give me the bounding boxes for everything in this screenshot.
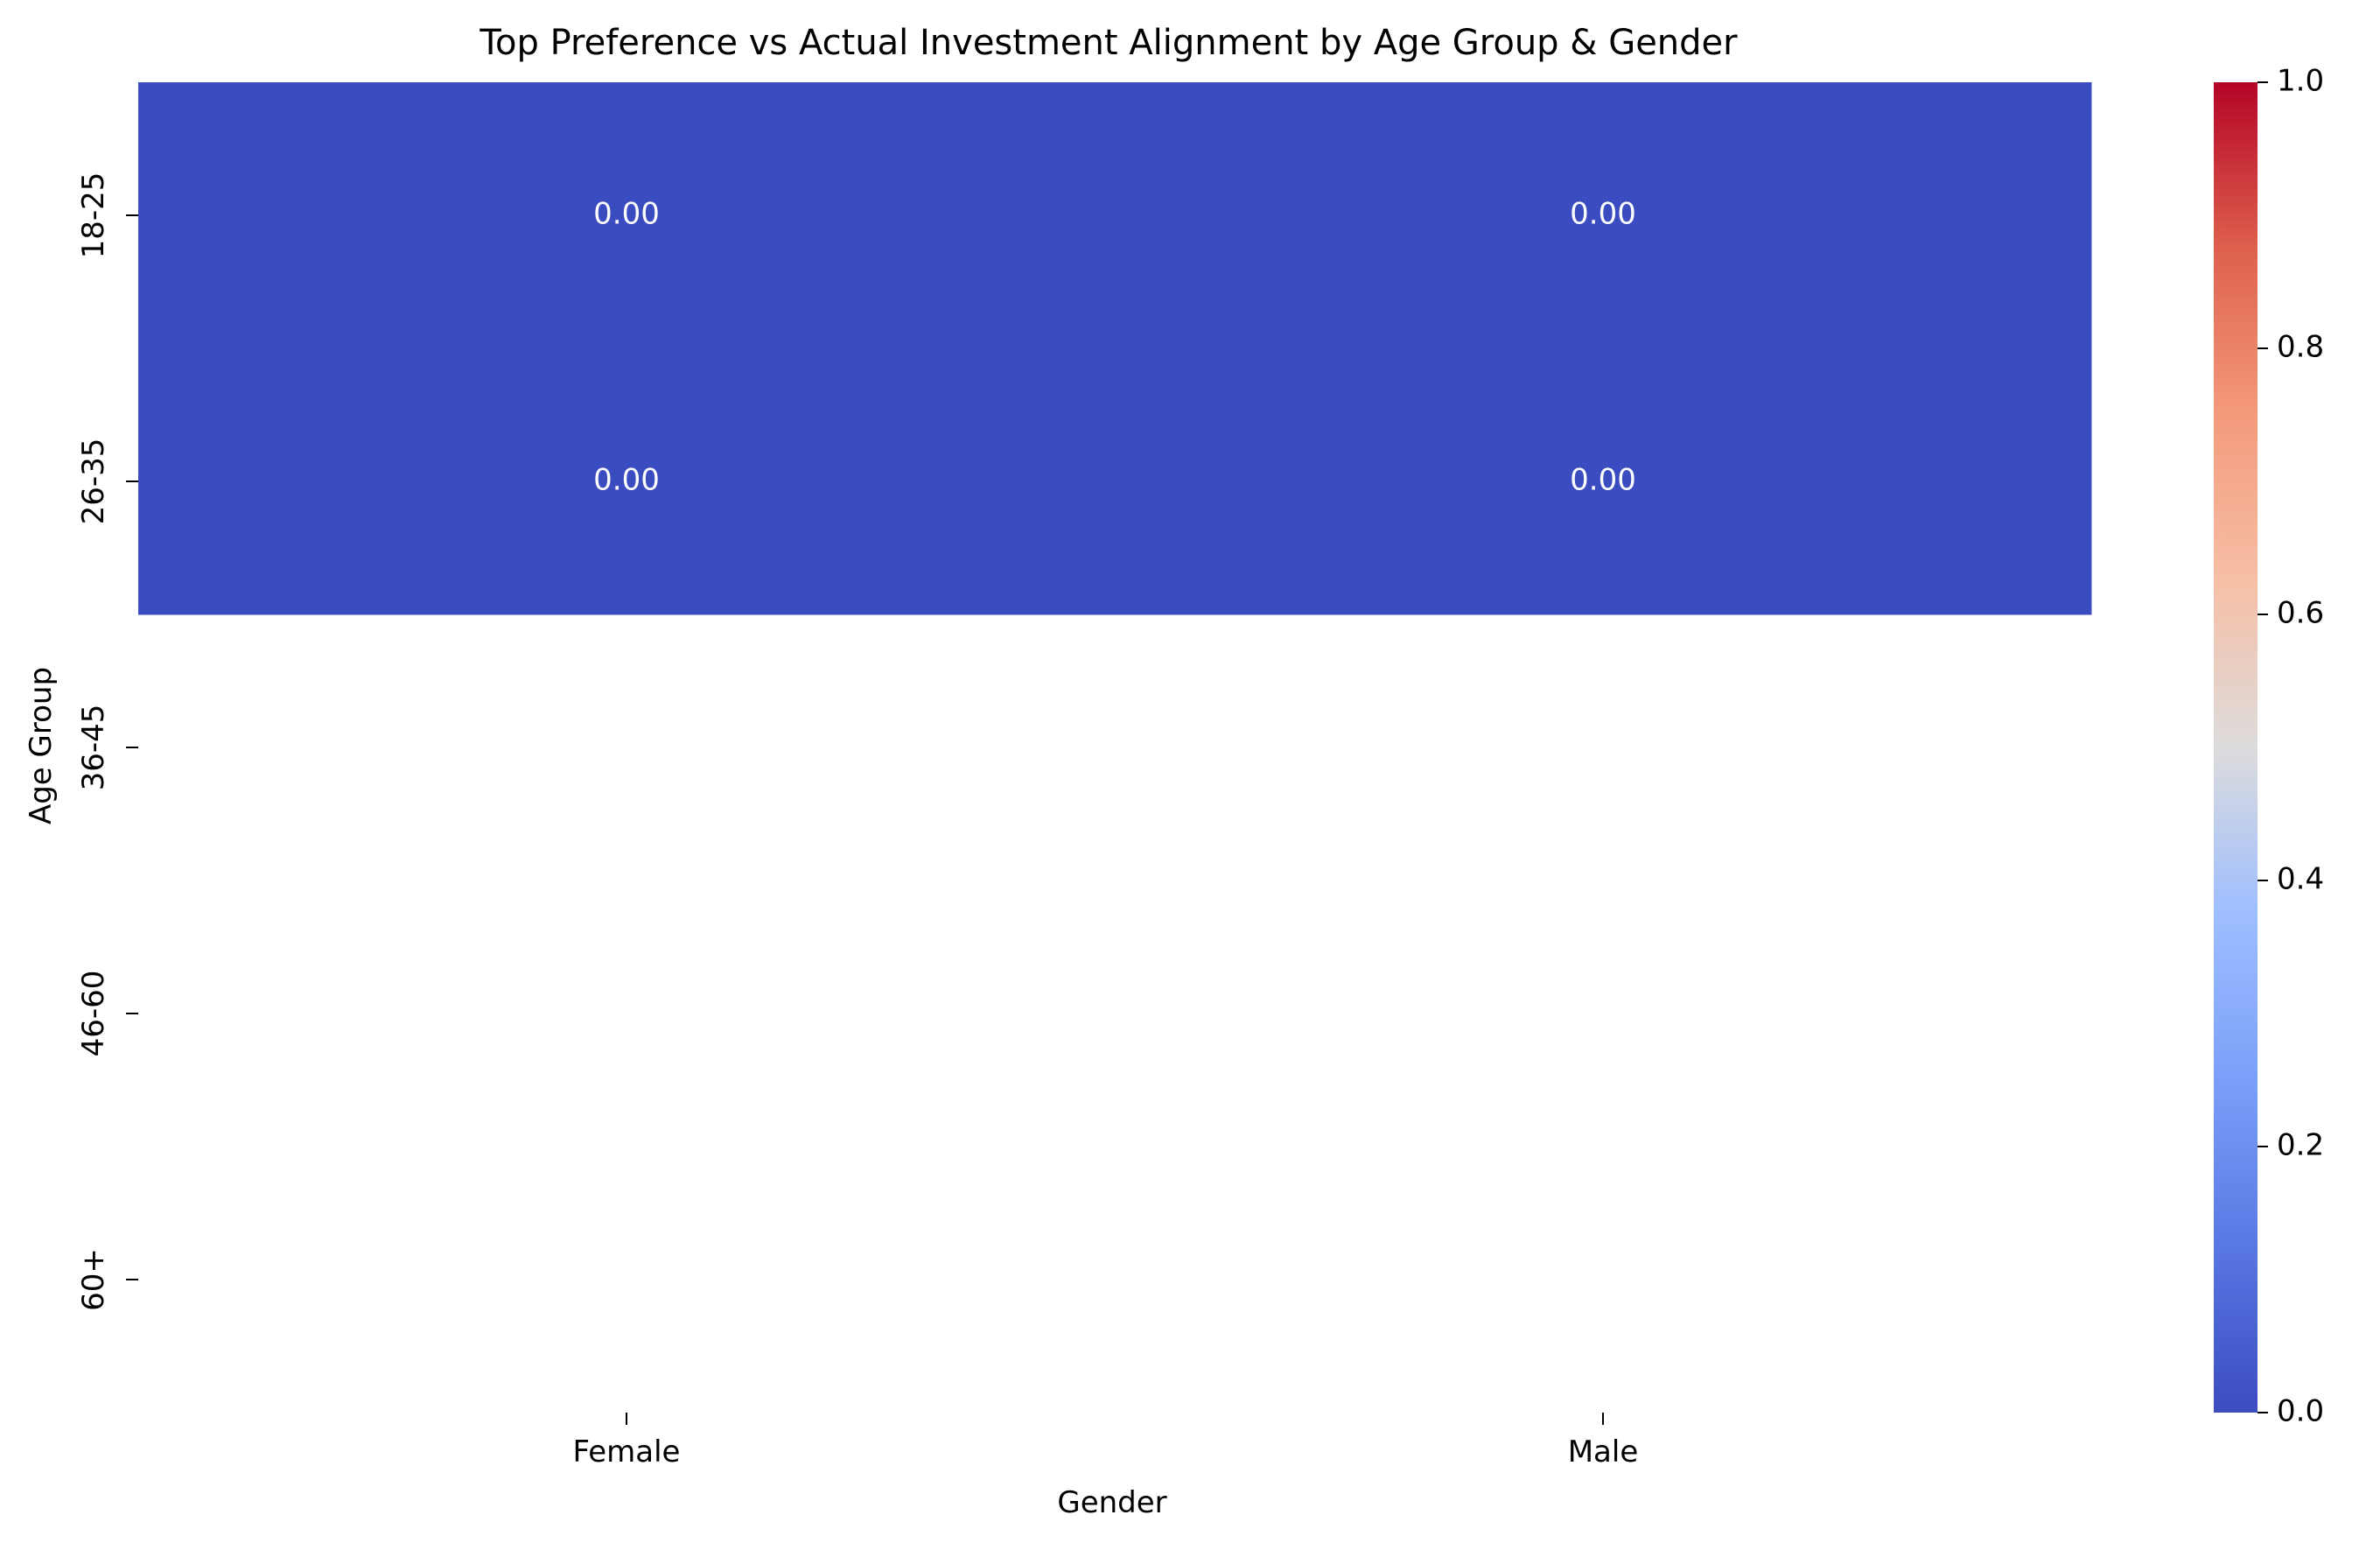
colorbar-ticks: 0.0 0.2 0.4 0.6 0.8 1.0: [2258, 64, 2324, 1429]
x-tick-label: Male: [1568, 1434, 1639, 1469]
heatmap-cell: [1115, 348, 2092, 615]
x-axis: Female Male: [573, 1413, 1639, 1469]
colorbar-tick-label: 1.0: [2277, 64, 2324, 99]
heatmap-cell-labels: 0.00 0.00 0.00 0.00: [593, 197, 1636, 498]
cell-value-label: 0.00: [1570, 463, 1636, 498]
cell-value-label: 0.00: [593, 463, 660, 498]
y-axis-label: Age Group: [24, 667, 59, 824]
y-tick-label: 18-25: [76, 172, 111, 259]
y-axis: 18-25 26-35 36-45 46-60 60+: [76, 172, 138, 1311]
colorbar-tick-label: 0.4: [2277, 862, 2324, 897]
colorbar-tick-label: 0.8: [2277, 330, 2324, 365]
chart-title: Top Preference vs Actual Investment Alig…: [479, 23, 1738, 63]
cell-value-label: 0.00: [593, 197, 660, 232]
x-tick-label: Female: [573, 1434, 681, 1469]
cell-value-label: 0.00: [1570, 197, 1636, 232]
colorbar-tick-label: 0.6: [2277, 596, 2324, 631]
colorbar: [2214, 82, 2258, 1413]
heatmap-cell: [138, 348, 1116, 615]
colorbar-tick-label: 0.0: [2277, 1394, 2324, 1429]
y-tick-label: 26-35: [76, 438, 111, 525]
y-tick-label: 46-60: [76, 971, 111, 1057]
x-axis-label: Gender: [1057, 1485, 1166, 1520]
heatmap-cell: [138, 82, 1116, 349]
colorbar-tick-label: 0.2: [2277, 1128, 2324, 1163]
heatmap-cells: [138, 82, 2092, 615]
y-tick-label: 36-45: [76, 705, 111, 791]
heatmap-cell: [1115, 82, 2092, 349]
y-tick-label: 60+: [76, 1248, 111, 1311]
